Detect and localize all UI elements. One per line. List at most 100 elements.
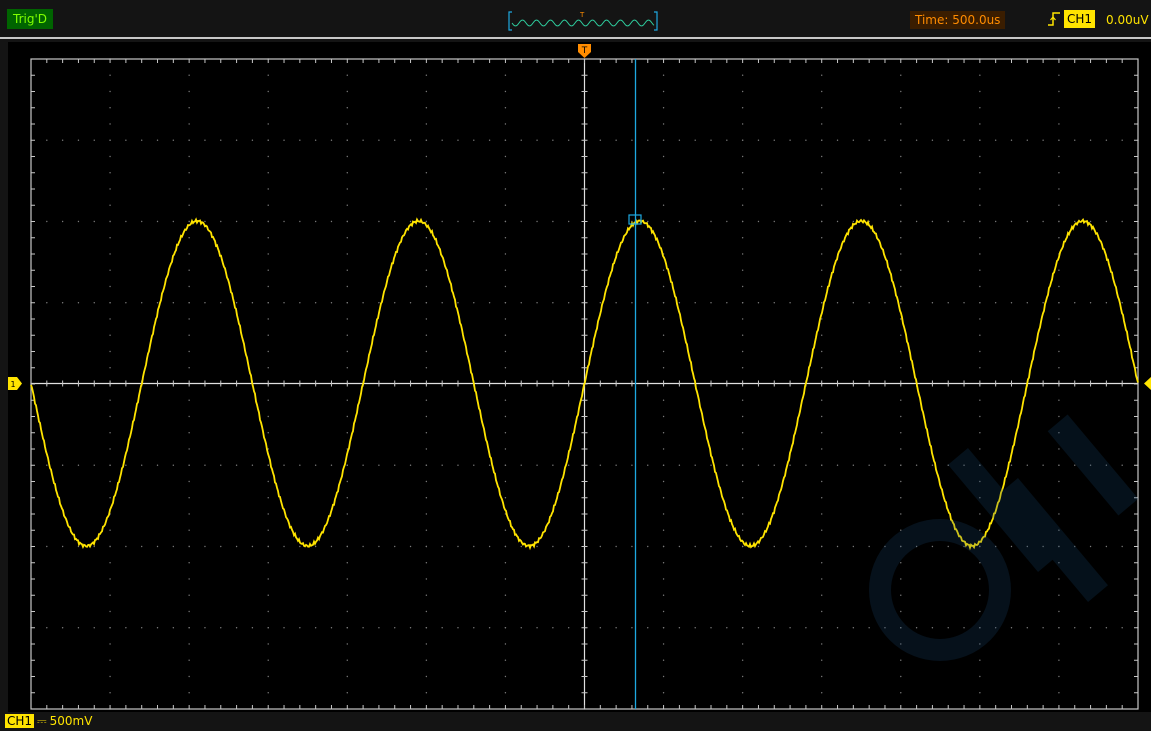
grid-dot [188, 367, 190, 369]
grid-dot [963, 220, 965, 223]
grid-dot [694, 220, 696, 223]
grid-dot [773, 302, 775, 304]
grid-dot [821, 659, 823, 661]
trigger-source-badge[interactable]: CH1 [1064, 10, 1096, 28]
grid-dot [552, 627, 554, 629]
grid-dot [504, 545, 507, 548]
grid-dot [251, 545, 254, 548]
grid-dot [710, 220, 712, 223]
grid-dot [473, 220, 475, 223]
grid-dot [757, 464, 760, 466]
waveform-display[interactable]: T 1 [8, 42, 1151, 712]
grid-dot [599, 627, 602, 629]
grid-dot [741, 74, 744, 76]
channel-ground-marker[interactable]: 1 [8, 377, 22, 390]
grid-dot [109, 139, 111, 141]
grid-dot [109, 594, 111, 596]
grid-dot [61, 139, 64, 141]
grid-dot [599, 139, 602, 141]
grid-dot [109, 432, 111, 434]
grid-dot [773, 545, 775, 548]
grid-dot [188, 155, 190, 158]
grid-dot [188, 269, 190, 271]
grid-dot [1074, 302, 1076, 304]
grid-dot [1058, 188, 1060, 190]
grid-dot [425, 562, 428, 564]
grid-dot [267, 302, 269, 304]
grid-dot [251, 139, 254, 141]
trigger-level-marker[interactable] [1144, 377, 1151, 390]
grid-dot [647, 302, 649, 304]
grid-dot [979, 545, 981, 548]
grid-dot [662, 448, 665, 450]
grid-dot [821, 562, 823, 564]
grid-dot [520, 464, 522, 466]
grid-dot [615, 627, 617, 629]
grid-dot [741, 464, 744, 466]
grid-dot [346, 399, 348, 401]
grid-dot [662, 74, 665, 76]
grid-dot [283, 302, 285, 304]
grid-dot [473, 545, 475, 548]
grid-dot [662, 318, 665, 320]
grid-dot [741, 562, 744, 564]
grid-dot [267, 318, 269, 320]
grid-dot [900, 594, 902, 596]
grid-dot [931, 139, 934, 141]
grid-dot [662, 497, 665, 499]
grid-dot [504, 139, 507, 141]
grid-dot [220, 464, 222, 466]
grid-dot [346, 545, 348, 548]
grid-dot [188, 107, 190, 109]
grid-dot [346, 107, 348, 109]
grid-dot [362, 545, 364, 548]
grid-dot [599, 464, 602, 466]
grid-dot [979, 269, 981, 271]
grid-dot [662, 627, 665, 629]
grid-dot [536, 139, 538, 141]
grid-dot [821, 594, 823, 596]
channel-status[interactable]: CH1 ⎓ 500mV [5, 713, 92, 729]
grid-dot [109, 220, 111, 223]
grid-dot [884, 220, 886, 223]
grid-dot [267, 627, 269, 629]
waveform-preview[interactable]: T [508, 10, 658, 32]
grid-dot [346, 350, 348, 353]
grid-dot [504, 480, 507, 483]
grid-dot [378, 627, 380, 629]
grid-dot [900, 237, 902, 239]
grid-dot [900, 139, 902, 141]
grid-dot [267, 594, 269, 596]
grid-dot [425, 350, 428, 353]
grid-dot [267, 139, 269, 141]
grid-dot [1058, 107, 1060, 109]
grid-dot [900, 318, 902, 320]
grid-dot [662, 480, 665, 483]
grid-dot [900, 107, 902, 109]
grid-dot [425, 285, 428, 288]
vertical-cursor-icon[interactable] [628, 214, 642, 225]
grid-dot [504, 497, 507, 499]
timebase-readout[interactable]: Time: 500.0us [910, 11, 1006, 29]
grid-dot [900, 220, 902, 223]
grid-dot [567, 220, 570, 223]
grid-dot [425, 220, 428, 223]
grid-dot [1010, 627, 1013, 629]
grid-dot [741, 675, 744, 678]
rising-edge-icon[interactable] [1046, 10, 1062, 28]
grid-dot [662, 188, 665, 190]
grid-dot [1058, 627, 1060, 629]
grid-dot [314, 302, 317, 304]
trigger-position-marker[interactable]: T [578, 44, 591, 58]
grid-dot [994, 302, 997, 304]
grid-dot [1121, 220, 1123, 223]
grid-dot [757, 302, 760, 304]
grid-dot [188, 659, 190, 661]
grid-dot [156, 220, 159, 223]
grid-dot [267, 529, 269, 531]
grid-dot [821, 448, 823, 450]
grid-dot [1058, 123, 1060, 125]
grid-dot [662, 220, 665, 223]
grid-dot [1058, 464, 1060, 466]
grid-dot [994, 139, 997, 141]
